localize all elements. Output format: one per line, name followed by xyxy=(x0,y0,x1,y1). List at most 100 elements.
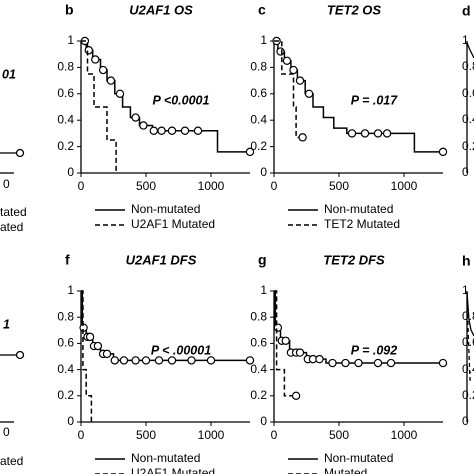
legend-label: Non-mutated xyxy=(324,451,393,465)
panel-label: c xyxy=(258,2,266,18)
x-tick-label: 0 xyxy=(78,179,85,193)
y-tick-label: 0 xyxy=(67,414,74,428)
censor-mark xyxy=(281,336,290,345)
x-tick-label: 500 xyxy=(329,428,349,442)
cropped-censor xyxy=(15,350,25,360)
censor-mark xyxy=(304,89,314,99)
censor-mark xyxy=(382,129,392,138)
panel-label: g xyxy=(258,252,267,268)
y-tick-label: 0 xyxy=(67,165,74,179)
censor-mark xyxy=(149,126,158,135)
panel-label: b xyxy=(65,2,74,18)
x-tick-label: 1000 xyxy=(198,179,225,193)
cropped-text: 0.4 xyxy=(462,112,474,126)
panel-title: U2AF1 DFS xyxy=(126,252,197,267)
cropped-text: tated xyxy=(0,205,27,219)
y-tick-label: 0.8 xyxy=(250,60,267,74)
censor-mark xyxy=(289,65,298,75)
censor-mark xyxy=(438,147,448,157)
p-value: P < .00001 xyxy=(151,343,211,357)
censor-mark xyxy=(154,356,164,365)
y-tick-label: 0.4 xyxy=(250,362,267,376)
censor-mark xyxy=(291,391,301,400)
y-tick-label: 0 xyxy=(260,165,267,179)
y-tick-label: 0.6 xyxy=(250,336,267,350)
censor-mark xyxy=(245,356,255,365)
cropped-text: 0.8 xyxy=(462,309,474,323)
cropped-text: ated xyxy=(0,220,23,234)
censor-mark xyxy=(110,356,120,365)
x-tick-label: 1000 xyxy=(391,179,418,193)
censor-mark xyxy=(273,323,283,332)
censor-mark xyxy=(295,348,305,357)
censor-mark xyxy=(354,358,363,368)
cropped-text: 0.8 xyxy=(462,59,474,73)
y-tick-label: 0.6 xyxy=(250,86,267,100)
censor-mark xyxy=(106,76,116,85)
legend-label: Non-mutated xyxy=(131,451,200,465)
censor-mark xyxy=(360,129,370,138)
x-tick-label: 0 xyxy=(271,428,278,442)
y-tick-label: 1 xyxy=(260,283,267,297)
censor-mark xyxy=(438,358,448,368)
y-tick-label: 0.6 xyxy=(57,86,74,100)
y-tick-label: 1 xyxy=(260,33,267,47)
p-value: P <0.0001 xyxy=(153,93,210,107)
censor-mark xyxy=(167,356,177,365)
censor-mark xyxy=(157,126,166,135)
y-tick-label: 0.4 xyxy=(57,362,74,376)
y-tick-label: 0.8 xyxy=(250,309,267,323)
censor-mark xyxy=(373,358,383,368)
y-tick-label: 0.8 xyxy=(57,309,74,323)
cropped-text: 0.4 xyxy=(462,362,474,376)
panel-title: U2AF1 OS xyxy=(129,2,193,17)
cropped-text: 0 xyxy=(3,425,10,439)
y-tick-label: 0.4 xyxy=(250,112,267,126)
cropped-panel-art xyxy=(0,41,474,423)
censor-mark xyxy=(245,147,255,157)
cropped-text: 1 xyxy=(462,283,469,297)
censor-mark xyxy=(102,349,112,359)
censor-mark xyxy=(347,129,357,138)
censor-mark xyxy=(206,356,216,365)
x-tick-label: 500 xyxy=(329,179,349,193)
censor-mark xyxy=(91,55,100,64)
cropped-text: 0 xyxy=(3,177,10,191)
cropped-curve xyxy=(466,291,474,337)
p-value: P = .092 xyxy=(351,343,397,357)
censor-mark xyxy=(295,76,305,85)
y-tick-label: 0.8 xyxy=(57,60,74,74)
cropped-text: 1 xyxy=(3,317,10,331)
censor-mark xyxy=(141,356,151,365)
censor-mark xyxy=(373,129,383,138)
survival-curve xyxy=(274,290,297,397)
cropped-text: 0.6 xyxy=(462,335,474,349)
panel-label: f xyxy=(65,252,70,268)
x-tick-label: 1000 xyxy=(198,428,225,442)
cropped-censor xyxy=(15,148,25,158)
y-tick-label: 0.4 xyxy=(57,112,74,126)
survival-curve xyxy=(81,40,117,173)
censor-mark xyxy=(193,126,203,135)
x-tick-label: 0 xyxy=(78,428,85,442)
censor-mark xyxy=(131,356,140,365)
y-tick-label: 1 xyxy=(67,283,74,297)
cropped-curve xyxy=(466,299,474,381)
y-tick-label: 0 xyxy=(260,414,267,428)
censor-mark xyxy=(84,46,94,55)
censor-mark xyxy=(85,332,95,342)
censor-mark xyxy=(93,341,103,351)
cropped-text: 0.2 xyxy=(462,388,474,402)
cropped-text: d xyxy=(462,3,471,19)
legend-label: Mutated xyxy=(324,466,367,474)
censor-mark xyxy=(386,358,396,368)
y-tick-label: 1 xyxy=(67,33,74,47)
cropped-text: 1 xyxy=(462,33,469,47)
censor-mark xyxy=(167,126,177,135)
legend-label: U2AF1 Mutated xyxy=(131,466,215,474)
cropped-text: 0 xyxy=(462,414,469,428)
legend-label: TET2 Mutated xyxy=(324,217,400,231)
y-tick-label: 0.2 xyxy=(250,388,267,402)
x-tick-label: 500 xyxy=(136,179,156,193)
